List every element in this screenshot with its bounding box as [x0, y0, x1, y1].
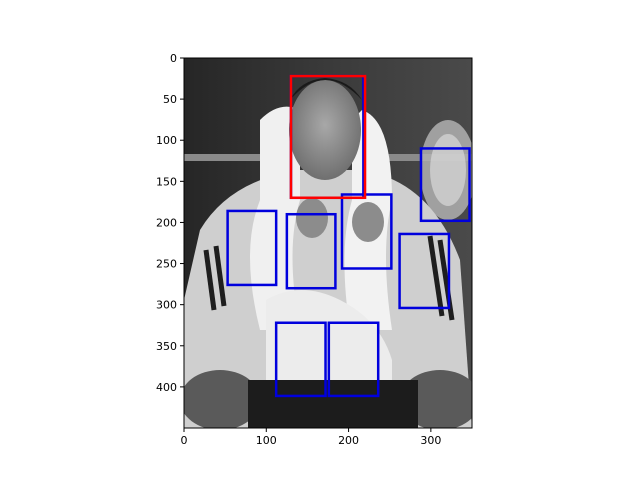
- y-tick-label: 350: [156, 340, 177, 353]
- y-tick-label: 200: [156, 216, 177, 229]
- blue-bounding-box-3: [419, 147, 471, 223]
- y-tick-label: 400: [156, 381, 177, 394]
- y-tick-label: 300: [156, 299, 177, 312]
- y-tick-label: 250: [156, 258, 177, 271]
- plot-frame: [183, 57, 473, 429]
- y-tick-label: 100: [156, 134, 177, 147]
- blue-bounding-box-4: [226, 209, 278, 287]
- x-tick-label: 100: [256, 434, 277, 447]
- y-tick-label: 50: [163, 93, 177, 106]
- x-tick-label: 200: [338, 434, 359, 447]
- blue-bounding-box-9: [327, 321, 380, 398]
- blue-bounding-box-7: [398, 232, 451, 310]
- blue-bounding-box-6: [340, 193, 393, 270]
- red-bounding-box-1: [289, 74, 367, 200]
- x-tick-label: 0: [181, 434, 188, 447]
- blue-bounding-box-8: [274, 321, 327, 398]
- bounding-boxes: [226, 74, 471, 398]
- x-tick-label: 300: [420, 434, 441, 447]
- blue-bounding-box-5: [285, 212, 337, 290]
- x-axis: 0 100 200 300: [181, 428, 441, 447]
- y-tick-label: 0: [170, 52, 177, 65]
- y-axis: 0 50 100 150 200 250 300 350 400: [156, 52, 184, 394]
- y-tick-label: 150: [156, 175, 177, 188]
